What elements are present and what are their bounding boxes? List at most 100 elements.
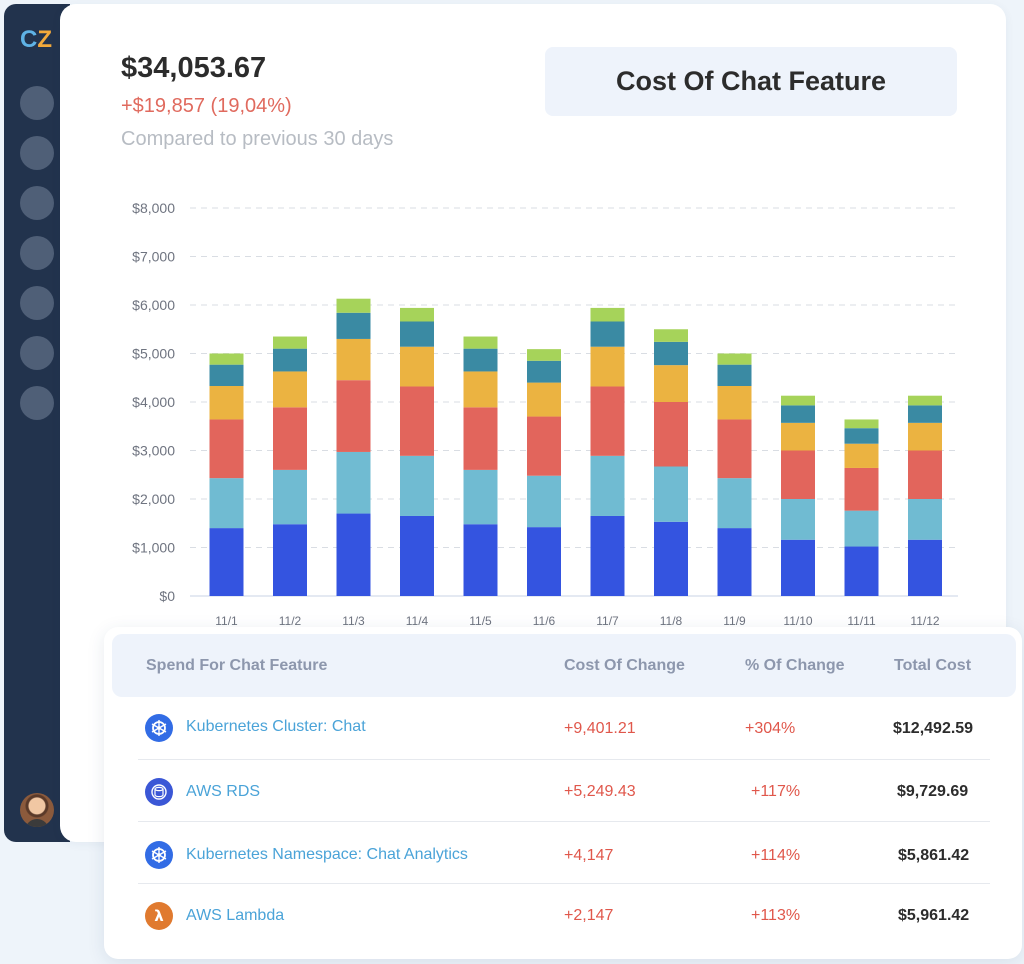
bar-segment[interactable] [590,346,625,387]
bar-segment[interactable] [717,419,752,479]
table-row-name[interactable]: Kubernetes Cluster: Chat [186,718,366,735]
bar-segment[interactable] [400,515,434,596]
bar-segment[interactable] [209,364,244,386]
bar-segment[interactable] [908,450,942,500]
bar-segment[interactable] [463,348,498,372]
bar-segment[interactable] [908,422,942,451]
bar-segment[interactable] [400,386,434,456]
bar-segment[interactable] [590,455,625,516]
bar-segment[interactable] [400,321,434,347]
bar-segment[interactable] [336,338,371,381]
bar-segment[interactable] [209,528,244,596]
bar-segment[interactable] [654,341,688,366]
bar-segment[interactable] [908,395,942,406]
bar-segment[interactable] [781,395,815,406]
header-spend[interactable]: Spend For Chat Feature [146,657,328,674]
nav-item-2[interactable] [20,136,54,170]
bar-segment[interactable] [717,353,752,365]
bar-segment[interactable] [781,499,815,540]
bar-segment[interactable] [717,528,752,596]
table-row-name[interactable]: AWS Lambda [186,907,285,924]
bar-segment[interactable] [908,539,942,596]
bar-segment[interactable] [273,524,307,596]
compare-period: Compared to previous 30 days [121,128,394,150]
bar-segment[interactable] [654,466,688,522]
bar-segment[interactable] [717,478,752,529]
nav-item-7[interactable] [20,386,54,420]
table-row-name[interactable]: AWS RDS [186,783,261,800]
bar-segment[interactable] [527,527,561,596]
bar-segment[interactable] [209,478,244,529]
bar-segment[interactable] [273,469,307,525]
bar-segment[interactable] [654,329,688,342]
table-row-total: $5,861.42 [898,847,970,864]
bar-segment[interactable] [209,385,244,420]
bar-segment[interactable] [527,349,561,361]
nav-item-4[interactable] [20,236,54,270]
bar-segment[interactable] [463,524,498,596]
bar-segment[interactable] [781,450,815,500]
bar-segment[interactable] [654,521,688,596]
bar-segment[interactable] [273,407,307,470]
bar-segment[interactable] [336,312,371,339]
bar-segment[interactable] [717,385,752,420]
bar-segment[interactable] [336,298,371,313]
bar-segment[interactable] [527,475,561,528]
table-row-pct: +113% [751,907,801,924]
cost-delta: +$19,857 (19,04%) [121,95,292,117]
bar-segment[interactable] [273,348,307,372]
nav-item-1[interactable] [20,86,54,120]
bar-segment[interactable] [844,443,879,468]
table-row-change: +9,401.21 [564,720,636,737]
bar-segment[interactable] [908,499,942,540]
bar-segment[interactable] [590,307,625,322]
table-row-name[interactable]: Kubernetes Namespace: Chat Analytics [186,846,468,863]
bar-segment[interactable] [844,428,879,444]
y-tick-label: $3,000 [132,443,175,459]
header-cost-change[interactable]: Cost Of Change [564,657,685,674]
bar-segment[interactable] [336,513,371,596]
nav-item-6[interactable] [20,336,54,370]
bar-segment[interactable] [781,405,815,423]
row-divider [138,821,990,822]
nav-item-3[interactable] [20,186,54,220]
nav-item-5[interactable] [20,286,54,320]
bar-segment[interactable] [717,364,752,386]
bar-segment[interactable] [400,307,434,322]
chart-title: Cost Of Chat Feature [615,66,887,96]
user-avatar[interactable] [20,793,54,827]
bar-segment[interactable] [336,451,371,514]
bar-segment[interactable] [400,455,434,516]
bar-segment[interactable] [463,336,498,349]
bar-segment[interactable] [209,353,244,365]
bar-segment[interactable] [844,510,879,547]
bar-segment[interactable] [463,371,498,408]
bar-segment[interactable] [844,419,879,429]
bar-segment[interactable] [908,405,942,423]
row-divider [138,759,990,760]
app-logo[interactable]: CZ [20,26,53,53]
bar-segment[interactable] [273,336,307,349]
header-pct-change[interactable]: % Of Change [745,657,845,674]
bar-segment[interactable] [336,380,371,452]
bar-segment[interactable] [590,515,625,596]
bar-segment[interactable] [463,407,498,470]
bar-segment[interactable] [463,469,498,525]
bar-segment[interactable] [590,386,625,456]
header-total-cost[interactable]: Total Cost [894,657,972,674]
bar-segment[interactable] [590,321,625,347]
bar-segment[interactable] [654,402,688,467]
bar-segment[interactable] [781,422,815,451]
bar-segment[interactable] [273,371,307,408]
bar-segment[interactable] [527,360,561,383]
bar-segment[interactable] [527,416,561,476]
bar-segment[interactable] [527,382,561,417]
bar-segment[interactable] [400,346,434,387]
table-row-total: $9,729.69 [897,783,969,800]
bar-segment[interactable] [844,467,879,511]
table-row-change: +5,249.43 [564,783,636,800]
bar-segment[interactable] [654,365,688,402]
bar-segment[interactable] [844,546,879,596]
bar-segment[interactable] [781,539,815,596]
bar-segment[interactable] [209,419,244,479]
